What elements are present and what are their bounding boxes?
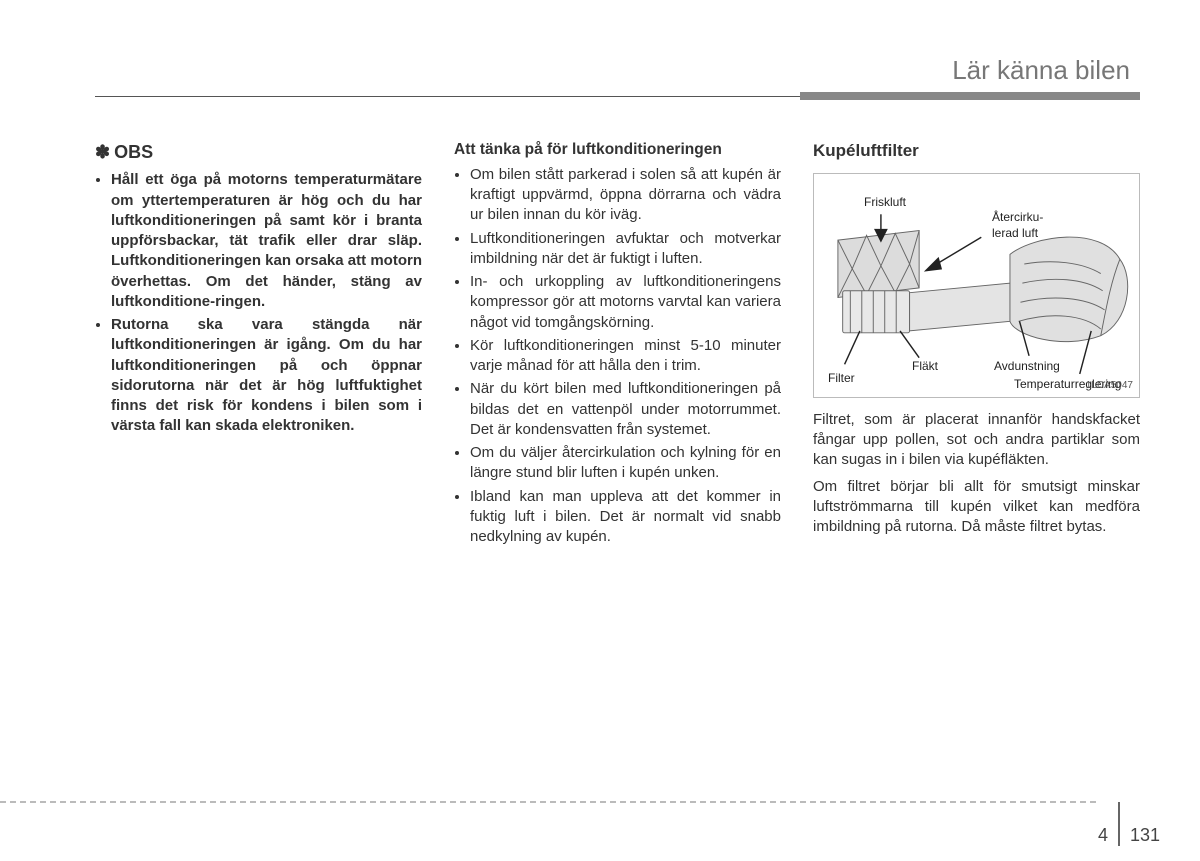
rule-thin [95,96,800,97]
tips-list: Om bilen stått parkerad i solen så att k… [454,165,781,548]
list-item: Håll ett öga på motorns temperatur­mätar… [111,170,422,312]
paragraph: Om filtret börjar bli allt för smutsigt … [813,477,1140,538]
col3-title: Kupéluftfilter [813,140,1140,163]
obs-heading: ✽OBS [95,140,422,164]
label-friskluft: Friskluft [864,194,906,210]
list-item: Luftkonditioneringen avfuktar och motver… [470,229,781,270]
list-item: Om bilen stått parkerad i solen så att k… [470,165,781,226]
diagram-svg [814,174,1139,397]
image-code: 1LDA5047 [1086,379,1133,393]
label-avdunst: Avdunstning [994,358,1060,374]
filter-diagram: Friskluft Återcirku- lerad luft Filter F… [813,173,1140,398]
header-rule [95,92,1140,100]
label-atercirk: Återcirku- lerad luft [992,209,1043,241]
corner-separator [1118,802,1120,846]
header: Lär känna bilen [95,55,1140,86]
col2-title: Att tänka på för luftkonditioneringen [454,140,781,161]
column-1: ✽OBS Håll ett öga på motorns temperatur­… [95,140,422,550]
list-item: Kör luftkonditioneringen minst 5-10 minu… [470,336,781,377]
page: Lär känna bilen ✽OBS Håll ett öga på mot… [0,0,1200,861]
column-2: Att tänka på för luftkonditioneringen Om… [454,140,781,550]
label-filter: Filter [828,370,855,386]
star-icon: ✽ [95,142,110,162]
header-title: Lär känna bilen [952,55,1130,85]
list-item: In- och urkoppling av luftkonditio­nerin… [470,272,781,333]
label-flakt: Fläkt [912,358,938,374]
rule-thick [800,92,1140,100]
obs-list: Håll ett öga på motorns temperatur­mätar… [95,170,422,436]
column-3: Kupéluftfilter [813,140,1140,550]
columns: ✽OBS Håll ett öga på motorns temperatur­… [95,140,1140,550]
chapter-number: 4 [1098,825,1108,846]
page-number: 131 [1130,825,1160,846]
page-corner: 4 131 [1098,824,1160,846]
list-item: Ibland kan man uppleva att det kommer in… [470,487,781,548]
paragraph: Filtret, som är placerat innanför handsk… [813,410,1140,471]
list-item: Om du väljer återcirkulation och kylning… [470,443,781,484]
list-item: Rutorna ska vara stängda när luftkonditi… [111,315,422,437]
obs-label: OBS [114,142,153,162]
footer-dash [0,801,1096,803]
list-item: När du kört bilen med luftkonditio­nerin… [470,379,781,440]
